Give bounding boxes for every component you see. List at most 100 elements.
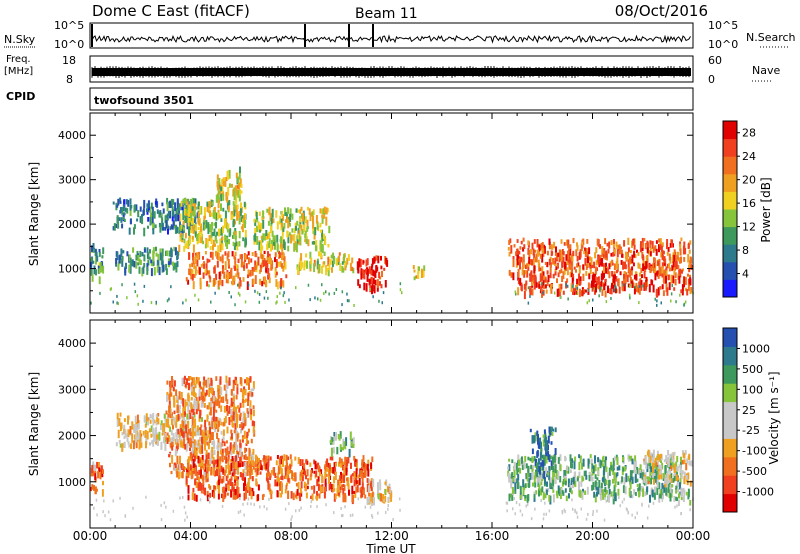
power-cell	[364, 268, 367, 273]
power-cell	[539, 273, 542, 282]
power-cell	[156, 259, 159, 266]
power-cell	[534, 257, 536, 263]
power-cell	[219, 184, 222, 189]
velocity-ytick-label: 2000	[58, 430, 86, 443]
velocity-cell	[508, 475, 511, 483]
power-cell	[273, 235, 276, 242]
power-cell	[573, 266, 576, 270]
power-cell	[366, 275, 369, 282]
velocity-cell	[231, 481, 234, 491]
power-cell	[226, 253, 229, 259]
power-cell	[615, 269, 618, 274]
power-cell	[613, 248, 616, 254]
velocity-cell	[371, 491, 374, 497]
velocity-cell	[355, 486, 358, 493]
power-cell	[663, 276, 666, 284]
power-cell	[208, 201, 211, 209]
velocity-cell	[657, 453, 660, 460]
power-cell	[629, 285, 631, 288]
velocity-cell	[235, 377, 237, 382]
power-cell	[604, 279, 607, 287]
velocity-cell	[684, 450, 687, 455]
power-cell	[121, 256, 124, 261]
velocity-cell	[559, 494, 562, 500]
power-cell	[238, 230, 241, 239]
velocity-cell	[239, 424, 242, 429]
velocity-cell	[519, 509, 522, 513]
power-cell	[238, 195, 241, 202]
power-cell	[165, 263, 168, 271]
power-cell	[214, 243, 216, 247]
power-cell	[567, 258, 570, 263]
power-cell	[325, 216, 328, 226]
power-cell	[370, 265, 373, 271]
velocity-cell	[600, 493, 603, 501]
power-cell	[567, 297, 569, 301]
velocity-cell	[299, 493, 302, 502]
power-cell	[638, 263, 641, 269]
velocity-cell	[127, 415, 129, 425]
velocity-cell	[368, 479, 371, 484]
velocity-cell	[248, 489, 251, 496]
velocity-cell	[672, 478, 675, 483]
velocity-cell	[518, 503, 521, 507]
velocity-cell	[604, 487, 607, 492]
velocity-cell	[223, 455, 226, 460]
power-cell	[215, 194, 218, 203]
power-cell	[679, 243, 682, 251]
power-cell	[327, 243, 330, 248]
power-cell	[233, 230, 236, 236]
power-cell	[153, 267, 156, 276]
power-cell	[584, 289, 587, 293]
velocity-cell	[676, 504, 678, 508]
power-cell	[539, 253, 542, 259]
velocity-cell	[547, 472, 550, 476]
velocity-cell	[533, 456, 536, 462]
power-cell	[131, 259, 134, 267]
power-cell	[303, 262, 306, 271]
velocity-cell	[667, 483, 670, 492]
velocity-cell	[287, 490, 290, 499]
velocity-cell	[173, 417, 176, 426]
power-cell	[309, 298, 311, 302]
power-cell	[368, 266, 371, 274]
velocity-cell	[254, 468, 257, 473]
velocity-cell	[237, 405, 239, 409]
power-cell	[541, 253, 544, 263]
power-cell	[208, 259, 211, 263]
velocity-cell	[239, 462, 242, 468]
velocity-cell	[169, 437, 172, 446]
velocity-cell	[253, 421, 256, 428]
velocity-cell	[231, 456, 234, 462]
velocity-cell	[142, 430, 145, 436]
power-cell	[365, 259, 368, 267]
velocity-cell	[544, 477, 546, 485]
velocity-cell	[535, 458, 538, 466]
power-cell	[138, 258, 141, 265]
power-cell	[254, 289, 256, 293]
power-cell	[306, 260, 308, 269]
power-cell	[608, 241, 611, 249]
velocity-cell	[201, 460, 204, 467]
power-cell	[254, 233, 257, 242]
velocity-cell	[199, 481, 201, 491]
power-cell	[190, 225, 193, 234]
velocity-cell	[531, 458, 534, 462]
velocity-cell	[96, 461, 99, 469]
velocity-cell	[522, 460, 525, 465]
velocity-cell	[180, 472, 183, 479]
velocity-cell	[242, 502, 244, 506]
power-cell	[655, 288, 658, 298]
velocity-cell	[166, 394, 168, 402]
velocity-cell	[562, 491, 565, 496]
velocity-cell	[235, 432, 238, 441]
velocity-cell	[351, 513, 354, 517]
power-cell	[671, 239, 673, 248]
velocity-cell	[102, 510, 104, 514]
power-cell	[646, 240, 649, 245]
power-cell	[260, 235, 263, 239]
velocity-cell	[149, 419, 152, 424]
velocity-cell	[608, 479, 611, 489]
power-cell	[588, 299, 590, 303]
power-cell	[543, 275, 546, 282]
